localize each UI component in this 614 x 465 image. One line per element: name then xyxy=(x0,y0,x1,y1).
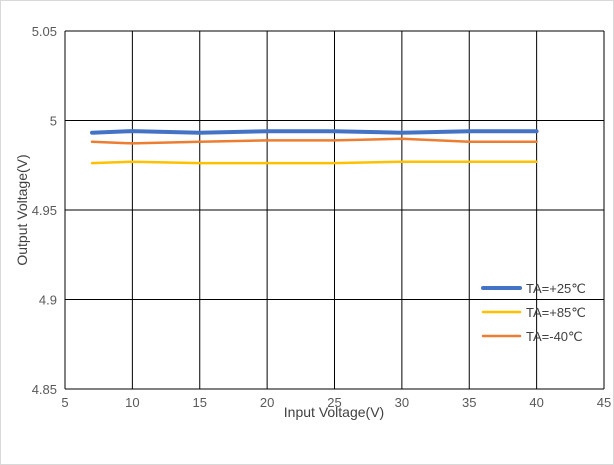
y-tick-label: 4.95 xyxy=(32,203,57,218)
series-lines xyxy=(90,129,539,165)
y-tick-label: 5.05 xyxy=(32,24,57,39)
series-line xyxy=(90,129,539,135)
x-tick-label: 5 xyxy=(61,395,68,410)
x-tick-label: 10 xyxy=(125,395,139,410)
x-tick-label: 20 xyxy=(260,395,274,410)
legend-label: TA=+25℃ xyxy=(526,281,586,296)
y-axis-title: Output Voltage(V) xyxy=(14,154,30,265)
legend: TA=+25℃ TA=+85℃ TA=-40℃ xyxy=(481,281,586,344)
legend-label: TA=-40℃ xyxy=(526,329,583,344)
x-tick-label: 35 xyxy=(462,395,476,410)
y-tick-label: 5 xyxy=(50,114,57,129)
horizontal-gridlines xyxy=(65,30,604,390)
x-tick-label: 45 xyxy=(597,395,611,410)
series-line xyxy=(90,137,538,145)
series-line xyxy=(90,160,538,165)
x-tick-label: 40 xyxy=(529,395,543,410)
x-tick-label: 15 xyxy=(193,395,207,410)
x-tick-label: 30 xyxy=(395,395,409,410)
y-tick-label: 4.85 xyxy=(32,382,57,397)
x-axis-tick-labels: 5 10 15 20 25 30 35 40 45 xyxy=(61,395,611,410)
x-tick-label: 25 xyxy=(327,395,341,410)
legend-label: TA=+85℃ xyxy=(526,305,586,320)
y-tick-label: 4.9 xyxy=(39,293,57,308)
y-axis-tick-labels: 4.85 4.9 4.95 5 5.05 xyxy=(32,24,57,397)
x-axis-title: Input Voltage(V) xyxy=(284,404,384,420)
